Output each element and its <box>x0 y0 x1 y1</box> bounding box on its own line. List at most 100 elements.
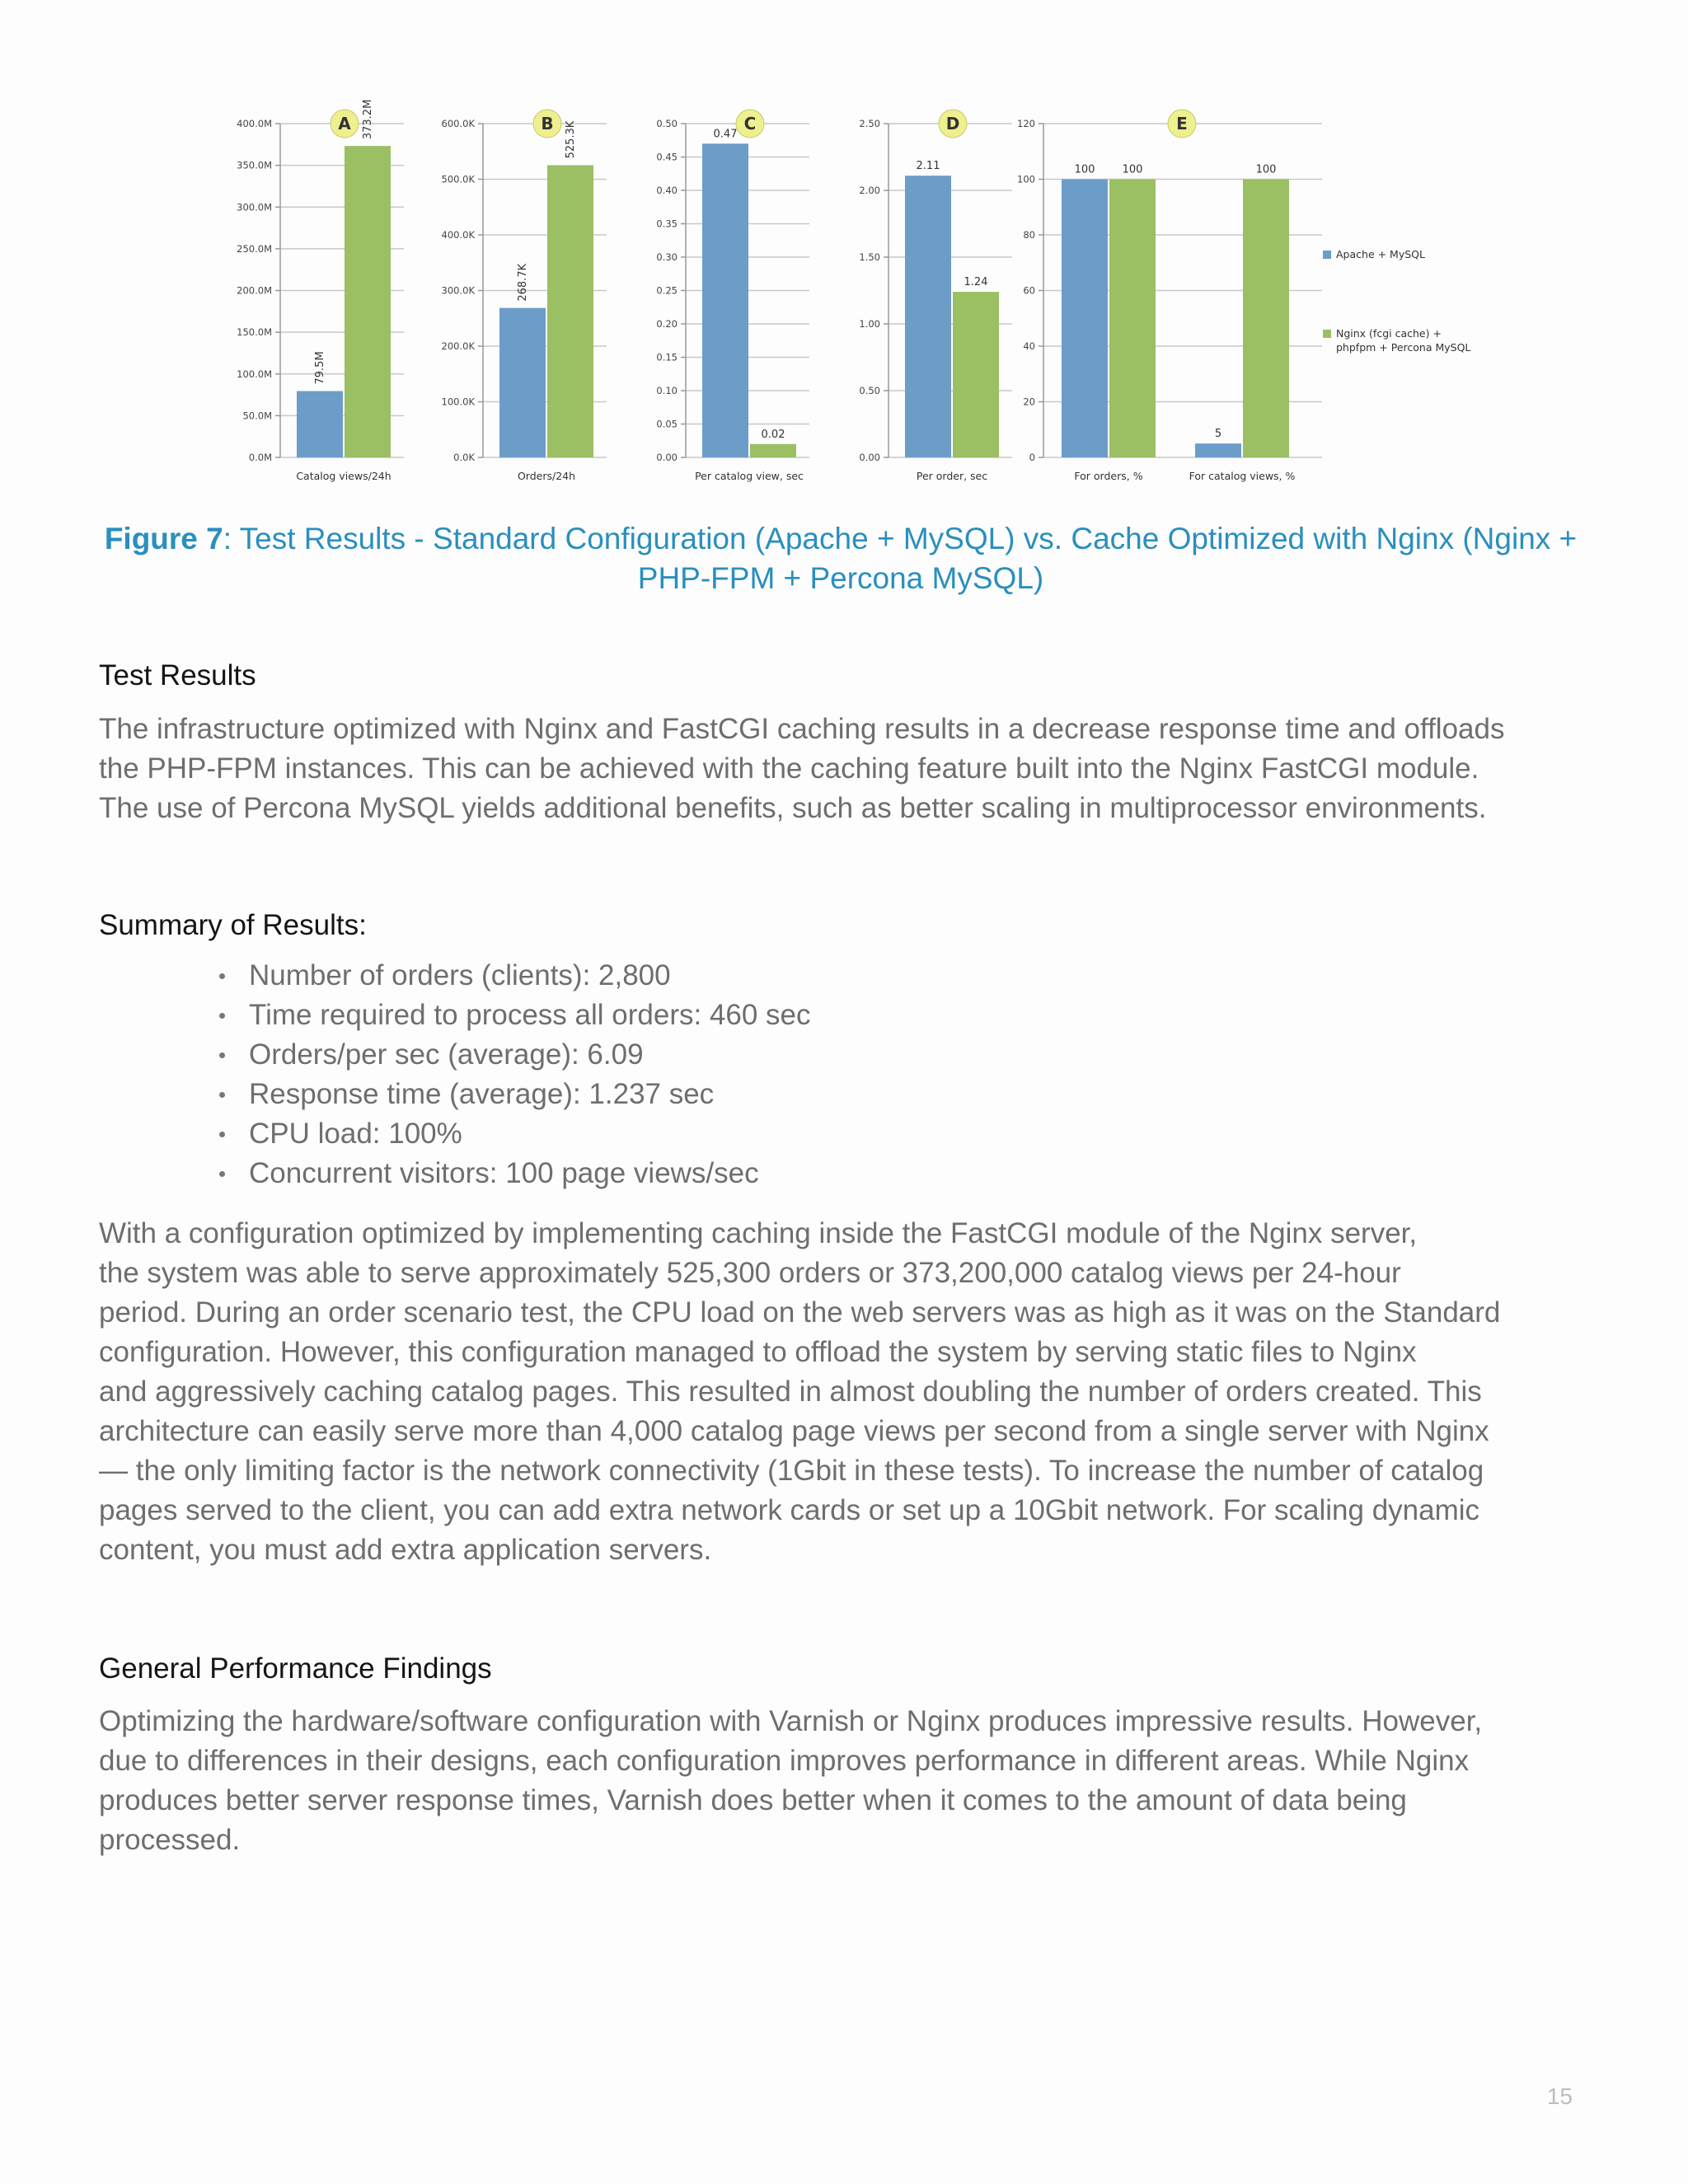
y-tick-label: 400.0K <box>442 229 476 241</box>
x-category-label: Catalog views/24h <box>296 470 391 482</box>
text-line: configuration. However, this configurati… <box>99 1336 1417 1368</box>
summary-bullet-list: Number of orders (clients): 2,800 Time r… <box>214 956 811 1193</box>
y-tick-label: 0.50 <box>859 385 880 396</box>
y-tick-label: 0 <box>1029 452 1035 463</box>
y-tick-label: 400.0M <box>237 118 272 129</box>
y-tick-label: 250.0M <box>237 243 272 255</box>
y-tick-label: 2.50 <box>859 118 880 129</box>
data-label: 79.5M <box>314 351 326 384</box>
y-tick-label: 300.0M <box>237 201 272 213</box>
y-tick-label: 120 <box>1017 118 1035 129</box>
heading-test-results: Test Results <box>99 659 256 691</box>
y-tick-label: 100 <box>1017 174 1035 185</box>
y-tick-label: 200.0K <box>442 340 476 352</box>
caption-text-1: : Test Results - Standard Configuration … <box>223 522 1578 555</box>
data-label: 5 <box>1215 428 1221 440</box>
bar-apache-mysql <box>702 143 748 458</box>
y-tick-label: 0.35 <box>656 218 678 230</box>
text-line: the system was able to serve approximate… <box>99 1257 1401 1289</box>
y-tick-label: 0.00 <box>859 452 880 463</box>
panel-badge <box>1167 109 1197 138</box>
panel-badge-label: B <box>541 114 553 134</box>
panel-badge <box>735 109 765 138</box>
y-tick-label: 0.05 <box>656 419 678 430</box>
text-line: produces better server response times, V… <box>99 1784 1407 1816</box>
y-tick-label: 300.0K <box>442 285 476 297</box>
heading-general-performance: General Performance Findings <box>99 1652 492 1685</box>
heading-summary-of-results: Summary of Results: <box>99 909 367 941</box>
text-line: The infrastructure optimized with Nginx … <box>99 713 1505 745</box>
caption-line-2: PHP-FPM + Percona MySQL) <box>637 561 1044 595</box>
legend-label-nginx-1: Nginx (fcgi cache) + <box>1336 327 1442 340</box>
data-label: 100 <box>1075 164 1095 176</box>
bar-apache-mysql <box>905 176 951 457</box>
text-line: architecture can easily serve more than … <box>99 1415 1489 1447</box>
x-category-label: For catalog views, % <box>1189 470 1296 482</box>
paragraph-general-performance: Optimizing the hardware/software configu… <box>99 1702 1599 1860</box>
bar-nginx-cache <box>345 146 391 457</box>
y-tick-label: 60 <box>1023 285 1035 297</box>
y-tick-label: 0.40 <box>656 185 678 196</box>
text-line: due to differences in their designs, eac… <box>99 1745 1470 1777</box>
bar-apache-mysql <box>499 307 546 457</box>
data-label: 1.24 <box>964 276 988 288</box>
bar-nginx-cache <box>750 443 796 457</box>
bar-apache-mysql <box>1195 443 1241 457</box>
y-tick-label: 600.0K <box>442 118 476 129</box>
y-tick-label: 200.0M <box>237 285 272 297</box>
y-tick-label: 0.30 <box>656 251 678 263</box>
figure-7-chart: 0.0M 50.0M 100.0M 150.0M 200.0M 250.0M 300.0M 3… <box>198 99 1517 494</box>
y-tick-label: 1.50 <box>859 251 880 263</box>
text-line: content, you must add extra application … <box>99 1534 712 1566</box>
bar-nginx-cache <box>953 292 999 457</box>
text-line: the PHP-FPM instances. This can be achie… <box>99 752 1479 785</box>
y-tick-label: 0.0K <box>453 452 475 463</box>
text-line: With a configuration optimized by implem… <box>99 1217 1418 1249</box>
data-label: 2.11 <box>917 160 940 172</box>
bar-apache-mysql <box>297 391 343 457</box>
panel-badge-label: A <box>338 114 351 134</box>
panel-badge-label: C <box>744 114 757 134</box>
list-item: Concurrent visitors: 100 page views/sec <box>214 1154 811 1193</box>
data-label: 100 <box>1256 164 1277 176</box>
y-tick-label: 50.0M <box>242 410 272 421</box>
panel-badge <box>330 109 359 138</box>
y-tick-label: 150.0M <box>237 326 272 338</box>
list-item: Orders/per sec (average): 6.09 <box>214 1035 811 1075</box>
y-tick-label: 0.25 <box>656 285 678 297</box>
paragraph-summary: With a configuration optimized by implem… <box>99 1214 1599 1570</box>
bar-nginx-cache <box>1243 179 1289 457</box>
y-tick-label: 500.0K <box>442 174 476 185</box>
panel-badge <box>938 109 968 138</box>
y-tick-label: 20 <box>1023 396 1035 408</box>
y-tick-label: 0.00 <box>656 452 678 463</box>
y-tick-label: 350.0M <box>237 160 272 171</box>
legend-label-nginx-2: phpfpm + Percona MySQL <box>1336 341 1470 354</box>
paragraph-test-results: The infrastructure optimized with Nginx … <box>99 710 1599 828</box>
bar-nginx-cache <box>1109 179 1156 457</box>
legend-label-apache: Apache + MySQL <box>1336 248 1425 260</box>
x-category-label: For orders, % <box>1074 470 1142 482</box>
chart-canvas: 0.0M 50.0M 100.0M 150.0M 200.0M 250.0M 300.0M 3… <box>237 100 1470 482</box>
caption-prefix: Figure 7 <box>104 522 223 555</box>
x-category-label: Orders/24h <box>518 470 575 482</box>
y-tick-label: 2.00 <box>859 185 880 196</box>
text-line: Optimizing the hardware/software configu… <box>99 1705 1483 1737</box>
list-item: CPU load: 100% <box>214 1114 811 1154</box>
x-category-label: Per order, sec <box>917 470 987 482</box>
text-line: processed. <box>99 1824 241 1856</box>
caption-line-1: Figure 7: Test Results - Standard Config… <box>99 519 1582 559</box>
y-tick-label: 1.00 <box>859 318 880 330</box>
y-tick-label: 0.10 <box>656 385 678 396</box>
data-label: 268.7K <box>517 263 529 301</box>
y-tick-label: 0.45 <box>656 152 678 163</box>
list-item: Time required to process all orders: 460… <box>214 996 811 1035</box>
bar-apache-mysql <box>1062 179 1108 457</box>
panel-badge-label: E <box>1176 114 1188 134</box>
text-line: period. During an order scenario test, t… <box>99 1296 1501 1329</box>
y-tick-label: 40 <box>1023 340 1035 352</box>
text-line: — the only limiting factor is the networ… <box>99 1455 1484 1487</box>
text-line: pages served to the client, you can add … <box>99 1494 1480 1526</box>
data-label: 373.2M <box>362 100 374 139</box>
y-tick-label: 0.20 <box>656 318 678 330</box>
